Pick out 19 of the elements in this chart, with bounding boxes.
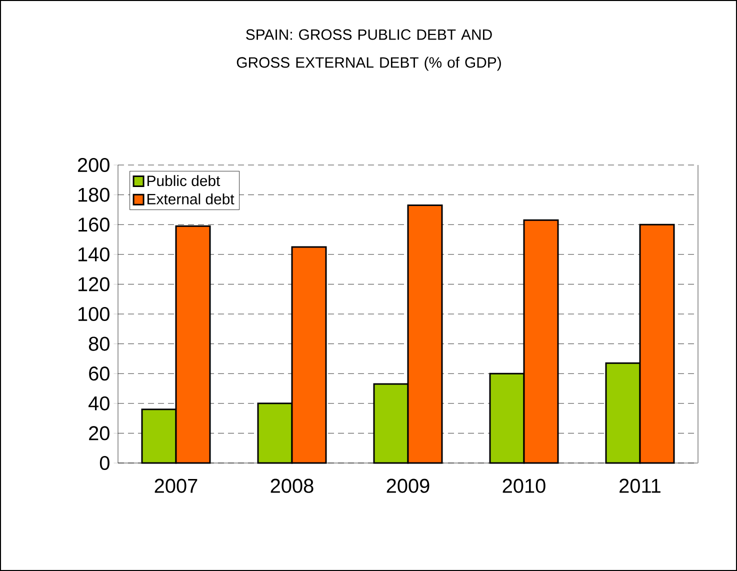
chart-title: SPAIN: GROSS PUBLIC DEBT AND GROSS EXTERNAL DEBT (% of GDP) — [236, 29, 501, 71]
legend-label: External debt — [148, 193, 234, 204]
x-tick-label: 2008 — [270, 478, 314, 493]
y-tick-label: 80 — [88, 336, 110, 351]
x-tick-label: 2011 — [620, 478, 660, 493]
y-tick-label: 120 — [78, 277, 110, 292]
y-tick-label: 60 — [89, 366, 110, 381]
y-tick-label: 200 — [78, 158, 110, 172]
y-tick-label: 180 — [78, 188, 110, 202]
x-tick-label: 2007 — [154, 478, 198, 493]
x-tick-label: 2010 — [502, 478, 546, 493]
y-tick-label: 20 — [89, 426, 110, 440]
x-tick-label: 2009 — [386, 478, 430, 493]
y-tick-label: 100 — [78, 306, 110, 322]
y-tick-label: 40 — [88, 396, 110, 410]
legend-label: Public debt — [148, 175, 220, 186]
y-tick-label: 160 — [78, 218, 110, 232]
y-tick-label: 140 — [78, 247, 110, 262]
y-tick-label: 0 — [100, 456, 110, 470]
